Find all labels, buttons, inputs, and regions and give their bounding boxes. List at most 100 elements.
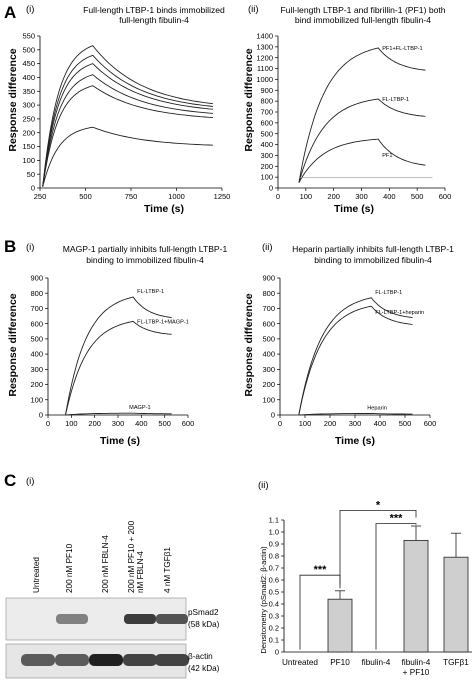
band-actin (89, 654, 123, 666)
ylabel-c2: Densitometry (pSmad2: β-actin) (259, 546, 268, 654)
y-tick-label: 100 (262, 395, 275, 404)
panel-c2: (ii) 0 0.1 0.2 0.3 0.4 0.5 0.6 0.7 0.8 0.9 1.0 1.1 *… (258, 480, 472, 677)
x-tick-label: 100 (65, 419, 78, 428)
lane-label-1: Untreated (32, 557, 41, 593)
y-tick-label: 500 (30, 334, 43, 343)
cat-label-4b: + PF10 (403, 668, 430, 677)
band-pSmad2 (56, 614, 88, 624)
y-tick-label: 250 (22, 115, 35, 124)
sub-label-a2: (ii) (248, 4, 259, 15)
sensorgram-curve-a2 (298, 138, 426, 183)
y-tick-label: 1100 (257, 64, 273, 73)
y-tick-label: 1000 (256, 75, 273, 84)
y-tick-label: 550 (22, 32, 35, 41)
panel-letter-b: B (4, 237, 16, 256)
sub-label-b2: (ii) (262, 242, 273, 253)
ylabel-a1: Response difference (7, 48, 19, 151)
title-b1-line2: binding to immobilized fibulin-4 (86, 255, 204, 265)
xlabel-b1: Time (s) (100, 435, 140, 447)
plot-b2: 0 100 200 300 400 500 600 0 100 200 300 400 500 600 70… (262, 274, 436, 428)
band-actin (123, 654, 157, 666)
panel-b1: (i) MAGP-1 partially inhibits full-lengt… (7, 242, 228, 447)
y-tick-label: 700 (30, 304, 43, 313)
sig-bracket-3-label: *** (390, 513, 404, 525)
curve-annotation-b2: FL-LTBP-1+heparin (375, 310, 424, 316)
x-tick-label: 400 (374, 419, 387, 428)
sensorgram-curve-a1 (42, 45, 213, 187)
curve-annotation-a2: FL-LTBP-1 (382, 97, 409, 103)
xlabel-a2: Time (s) (334, 203, 374, 215)
sensorgram-curve-a1 (42, 74, 213, 187)
x-tick-label: 100 (299, 419, 312, 428)
sig-bracket-2-label: * (376, 499, 381, 511)
title-b1-line1: MAGP-1 partially inhibits full-length LT… (63, 244, 228, 254)
band2-label: β-actin (188, 652, 213, 661)
curve-annotation-b1: FL-LTBP-1 (137, 289, 164, 295)
x-tick-label: 0 (276, 192, 280, 201)
sensorgram-curve-b2 (298, 413, 413, 416)
y-tick-label: 1400 (256, 32, 273, 41)
curve-annotation-b2: Heparin (367, 405, 387, 411)
x-tick-label: 400 (135, 419, 148, 428)
x-tick-label: 250 (34, 192, 47, 201)
panel-a1: (i) Full-length LTBP-1 binds immobilized… (7, 4, 230, 215)
plot-c2: 00.10.20.30.40.50.60.70.80.91.01.1******… (269, 499, 472, 657)
sub-label-c2: (ii) (258, 480, 269, 491)
x-tick-label: 200 (327, 192, 340, 201)
y-tick-label: 0.6 (269, 576, 279, 585)
plot-a1: 250 500 750 1000 1250 0 50 100 150 200 250 300 350 40… (22, 32, 230, 201)
plot-a2: 0 100 200 300 400 500 600010020030040050060070… (256, 32, 451, 201)
band-actin (155, 654, 189, 666)
x-tick-label: 400 (383, 192, 396, 201)
y-tick-label: 450 (22, 59, 35, 68)
panel-letter-a: A (4, 3, 16, 22)
y-tick-label: 0 (31, 184, 35, 193)
xlabel-a1: Time (s) (144, 203, 184, 215)
y-tick-label: 1.0 (269, 528, 279, 537)
curve-annotation-a2: PF1 (382, 153, 392, 159)
cat-label-2: PF10 (330, 658, 350, 667)
sensorgram-curve-a1 (42, 85, 213, 187)
x-tick-label: 200 (324, 419, 337, 428)
y-tick-label: 0 (271, 411, 275, 420)
band-pSmad2 (156, 614, 188, 624)
curve-annotation-b2: FL-LTBP-1 (375, 290, 402, 296)
lane-label-2: 200 nM PF10 (65, 543, 74, 593)
y-tick-label: 200 (262, 380, 275, 389)
sig-bracket-3 (375, 523, 417, 650)
y-tick-label: 500 (22, 45, 35, 54)
y-tick-label: 0.8 (269, 552, 279, 561)
panel-letter-c: C (4, 471, 16, 490)
lane-label-4a: 200 nM PF10 + 200 (127, 520, 136, 593)
y-tick-label: 900 (30, 274, 43, 283)
title-a1-line2: full-length fibulin-4 (119, 15, 189, 25)
ylabel-b2: Response difference (243, 293, 255, 396)
y-tick-label: 900 (260, 86, 273, 95)
sensorgram-curve-b2 (298, 297, 413, 416)
title-a1-line1: Full-length LTBP-1 binds immobilized (83, 5, 225, 15)
x-tick-label: 100 (300, 192, 313, 201)
x-tick-label: 200 (88, 419, 101, 428)
y-tick-label: 900 (262, 274, 275, 283)
band-actin (21, 654, 55, 666)
y-tick-label: 0.4 (269, 600, 279, 609)
panel-a2: (ii) Full-length LTBP-1 and fibrillin-1 … (243, 4, 451, 215)
x-tick-label: 750 (125, 192, 138, 201)
y-tick-label: 0.5 (269, 588, 279, 597)
x-tick-label: 0 (46, 419, 50, 428)
y-tick-label: 800 (30, 289, 43, 298)
title-b2-line1: Heparin partially inhibits full-length L… (292, 244, 454, 254)
y-tick-label: 1300 (256, 42, 273, 51)
y-tick-label: 0 (275, 648, 279, 657)
y-tick-label: 600 (260, 118, 273, 127)
band-actin (55, 654, 89, 666)
title-a2-line1: Full-length LTBP-1 and fibrillin-1 (PF1)… (280, 5, 445, 15)
band2-size: (42 kDa) (188, 664, 220, 673)
sensorgram-curve-a1 (42, 126, 213, 187)
y-tick-label: 0.2 (269, 624, 279, 633)
y-tick-label: 800 (260, 97, 273, 106)
y-tick-label: 0 (39, 411, 43, 420)
y-tick-label: 700 (260, 108, 273, 117)
bar (327, 598, 353, 653)
